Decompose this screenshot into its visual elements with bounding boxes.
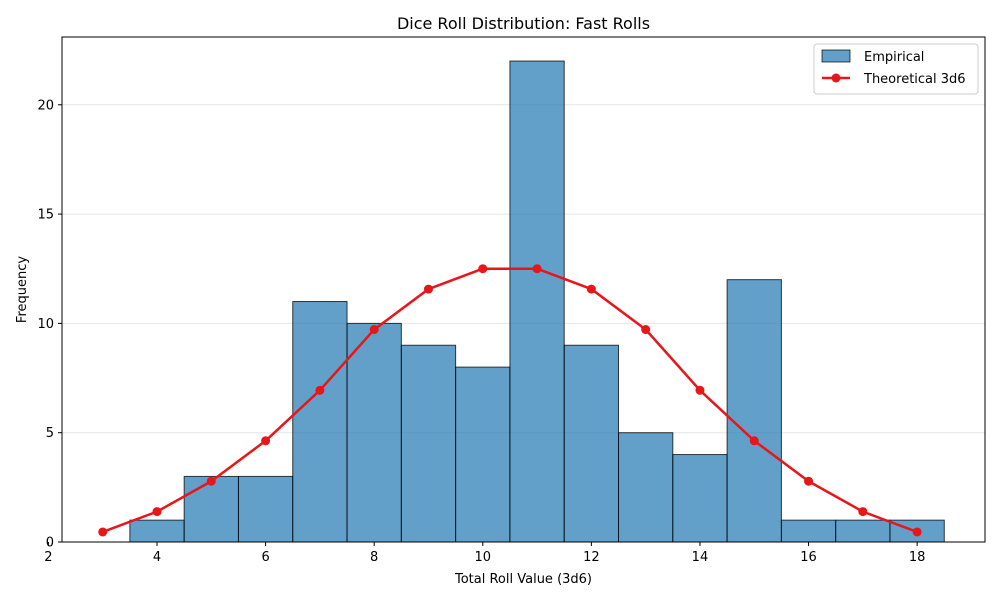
histogram-bar [726,279,782,543]
histogram-bar [183,475,239,543]
theoretical-point [858,507,868,517]
y-tick-label: 10 [37,317,54,332]
histogram-bar [618,432,674,543]
y-axis-ticks: 0 5 10 15 20 [37,98,62,551]
histogram-bar [672,454,728,543]
theoretical-point [586,284,596,294]
theoretical-point [315,385,325,395]
y-tick-label: 20 [37,98,54,113]
y-tick-label: 5 [46,426,54,441]
legend-swatch-theoretical-marker [831,73,841,83]
y-axis-label: Frequency [15,256,30,323]
histogram-bar [835,519,891,543]
x-tick-label: 8 [370,550,378,565]
histogram-bars [129,60,945,543]
histogram-bar [780,519,837,543]
chart-title: Dice Roll Distribution: Fast Rolls [397,14,650,33]
histogram-bar [563,344,620,543]
theoretical-point [912,527,922,537]
legend-swatch-empirical [821,49,851,63]
theoretical-point [206,476,216,486]
legend-label-theoretical: Theoretical 3d6 [863,72,966,87]
theoretical-point [532,264,542,274]
x-tick-label: 18 [909,550,926,565]
theoretical-point [641,325,651,335]
theoretical-point [369,325,379,335]
theoretical-point [804,476,814,486]
y-tick-label: 15 [37,208,54,223]
x-tick-label: 12 [583,550,600,565]
legend-label-empirical: Empirical [864,50,924,65]
y-tick-label: 0 [46,536,54,551]
x-axis-label: Total Roll Value (3d6) [454,572,592,587]
histogram-bar [509,60,565,543]
x-tick-label: 14 [692,550,709,565]
plot-frame [61,36,986,543]
histogram-bar [237,475,294,543]
x-tick-label: 10 [475,550,492,565]
theoretical-point [478,264,488,274]
x-tick-label: 2 [44,550,52,565]
theoretical-line [98,264,922,537]
theoretical-point [98,527,108,537]
theoretical-point [749,436,759,446]
x-tick-label: 4 [153,550,161,565]
histogram-bar [455,366,511,543]
legend: Empirical Theoretical 3d6 [813,43,979,95]
x-tick-label: 6 [261,550,269,565]
x-tick-label: 16 [800,550,817,565]
theoretical-point [695,385,705,395]
histogram-bar [400,344,457,543]
histogram-bar [129,519,185,543]
theoretical-point [261,436,271,446]
theoretical-point [152,507,162,517]
theoretical-line-path [102,267,918,534]
theoretical-point [423,284,433,294]
x-axis-ticks: 2 4 6 8 10 12 14 16 18 [44,542,925,565]
histogram-bar [346,322,402,543]
histogram-bar [292,301,348,543]
legend-frame [813,43,979,95]
